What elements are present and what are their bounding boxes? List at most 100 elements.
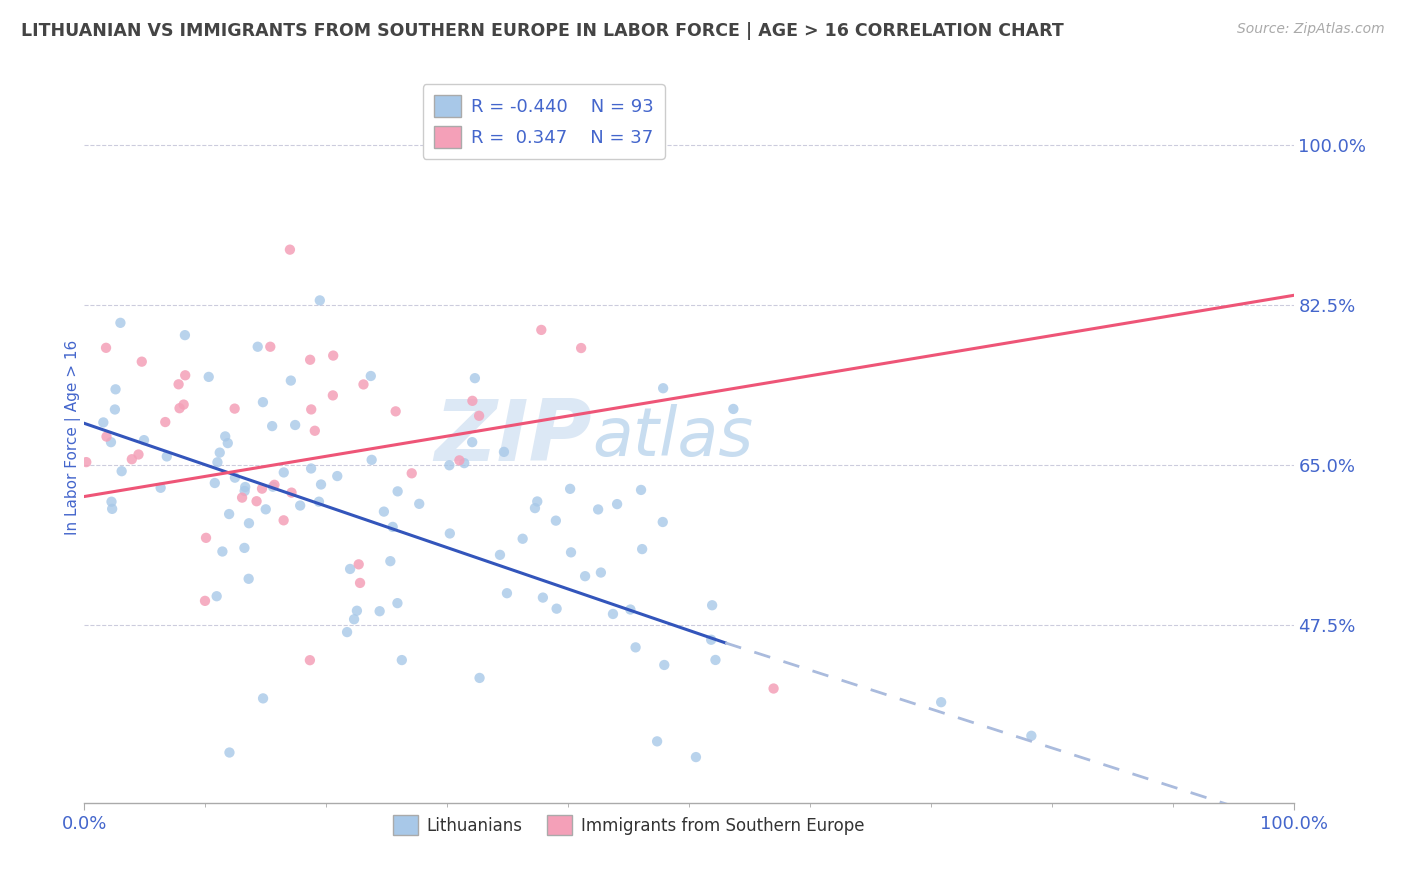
Point <box>217 436 239 450</box>
Point <box>380 554 402 568</box>
Point <box>280 374 302 388</box>
Point <box>574 569 596 583</box>
Point <box>273 466 295 480</box>
Point <box>326 469 349 483</box>
Point <box>336 625 359 640</box>
Point <box>346 604 368 618</box>
Point <box>492 445 515 459</box>
Point <box>174 368 197 383</box>
Point <box>606 497 628 511</box>
Point <box>299 402 322 417</box>
Point <box>211 544 233 558</box>
Point <box>308 293 330 308</box>
Point <box>322 388 344 402</box>
Point <box>439 526 461 541</box>
Point <box>546 601 568 615</box>
Point <box>360 369 382 384</box>
Point <box>205 589 228 603</box>
Text: ZIP: ZIP <box>434 395 592 479</box>
Legend: Lithuanians, Immigrants from Southern Europe: Lithuanians, Immigrants from Southern Eu… <box>387 808 870 842</box>
Point <box>173 398 195 412</box>
Point <box>704 653 727 667</box>
Point <box>207 455 229 469</box>
Point <box>453 456 475 470</box>
Point <box>273 513 295 527</box>
Point <box>496 586 519 600</box>
Point <box>531 591 554 605</box>
Point <box>512 532 534 546</box>
Point <box>530 323 553 337</box>
Point <box>75 455 97 469</box>
Point <box>349 576 371 591</box>
Text: Source: ZipAtlas.com: Source: ZipAtlas.com <box>1237 22 1385 37</box>
Point <box>280 485 302 500</box>
Point <box>624 640 647 655</box>
Point <box>700 632 723 647</box>
Point <box>245 494 267 508</box>
Point <box>489 548 512 562</box>
Point <box>652 657 675 672</box>
Point <box>254 502 277 516</box>
Point <box>449 453 471 467</box>
Point <box>218 507 240 521</box>
Point <box>91 416 114 430</box>
Point <box>343 612 366 626</box>
Point <box>278 243 301 257</box>
Point <box>252 395 274 409</box>
Point <box>619 602 641 616</box>
Point <box>373 505 395 519</box>
Y-axis label: In Labor Force | Age > 16: In Labor Force | Age > 16 <box>65 340 82 534</box>
Point <box>224 471 246 485</box>
Point <box>408 497 430 511</box>
Point <box>558 482 581 496</box>
Point <box>353 377 375 392</box>
Point <box>309 477 332 491</box>
Text: atlas: atlas <box>592 404 754 470</box>
Point <box>299 352 322 367</box>
Point <box>238 572 260 586</box>
Point <box>104 402 127 417</box>
Point <box>468 671 491 685</box>
Point <box>169 401 191 416</box>
Point <box>195 531 218 545</box>
Point <box>685 750 707 764</box>
Point <box>131 354 153 368</box>
Point <box>589 566 612 580</box>
Point <box>523 501 546 516</box>
Point <box>128 448 150 462</box>
Point <box>284 417 307 432</box>
Point <box>1021 729 1043 743</box>
Point <box>586 502 609 516</box>
Point <box>121 452 143 467</box>
Point <box>723 401 745 416</box>
Point <box>246 340 269 354</box>
Point <box>299 461 322 475</box>
Point <box>194 594 217 608</box>
Point <box>208 445 231 459</box>
Point <box>262 419 284 434</box>
Point <box>100 435 122 450</box>
Point <box>204 475 226 490</box>
Point <box>94 341 117 355</box>
Point <box>233 480 256 494</box>
Point <box>384 404 406 418</box>
Point <box>214 429 236 443</box>
Point <box>308 494 330 508</box>
Point <box>224 401 246 416</box>
Point <box>602 607 624 621</box>
Point <box>252 691 274 706</box>
Point <box>174 328 197 343</box>
Point <box>645 734 668 748</box>
Point <box>233 483 256 498</box>
Point <box>218 746 240 760</box>
Point <box>544 514 567 528</box>
Point <box>360 453 382 467</box>
Point <box>96 429 118 443</box>
Point <box>560 545 582 559</box>
Point <box>631 542 654 557</box>
Point <box>101 501 124 516</box>
Point <box>401 467 423 481</box>
Point <box>100 494 122 508</box>
Point <box>526 494 548 508</box>
Point <box>387 484 409 499</box>
